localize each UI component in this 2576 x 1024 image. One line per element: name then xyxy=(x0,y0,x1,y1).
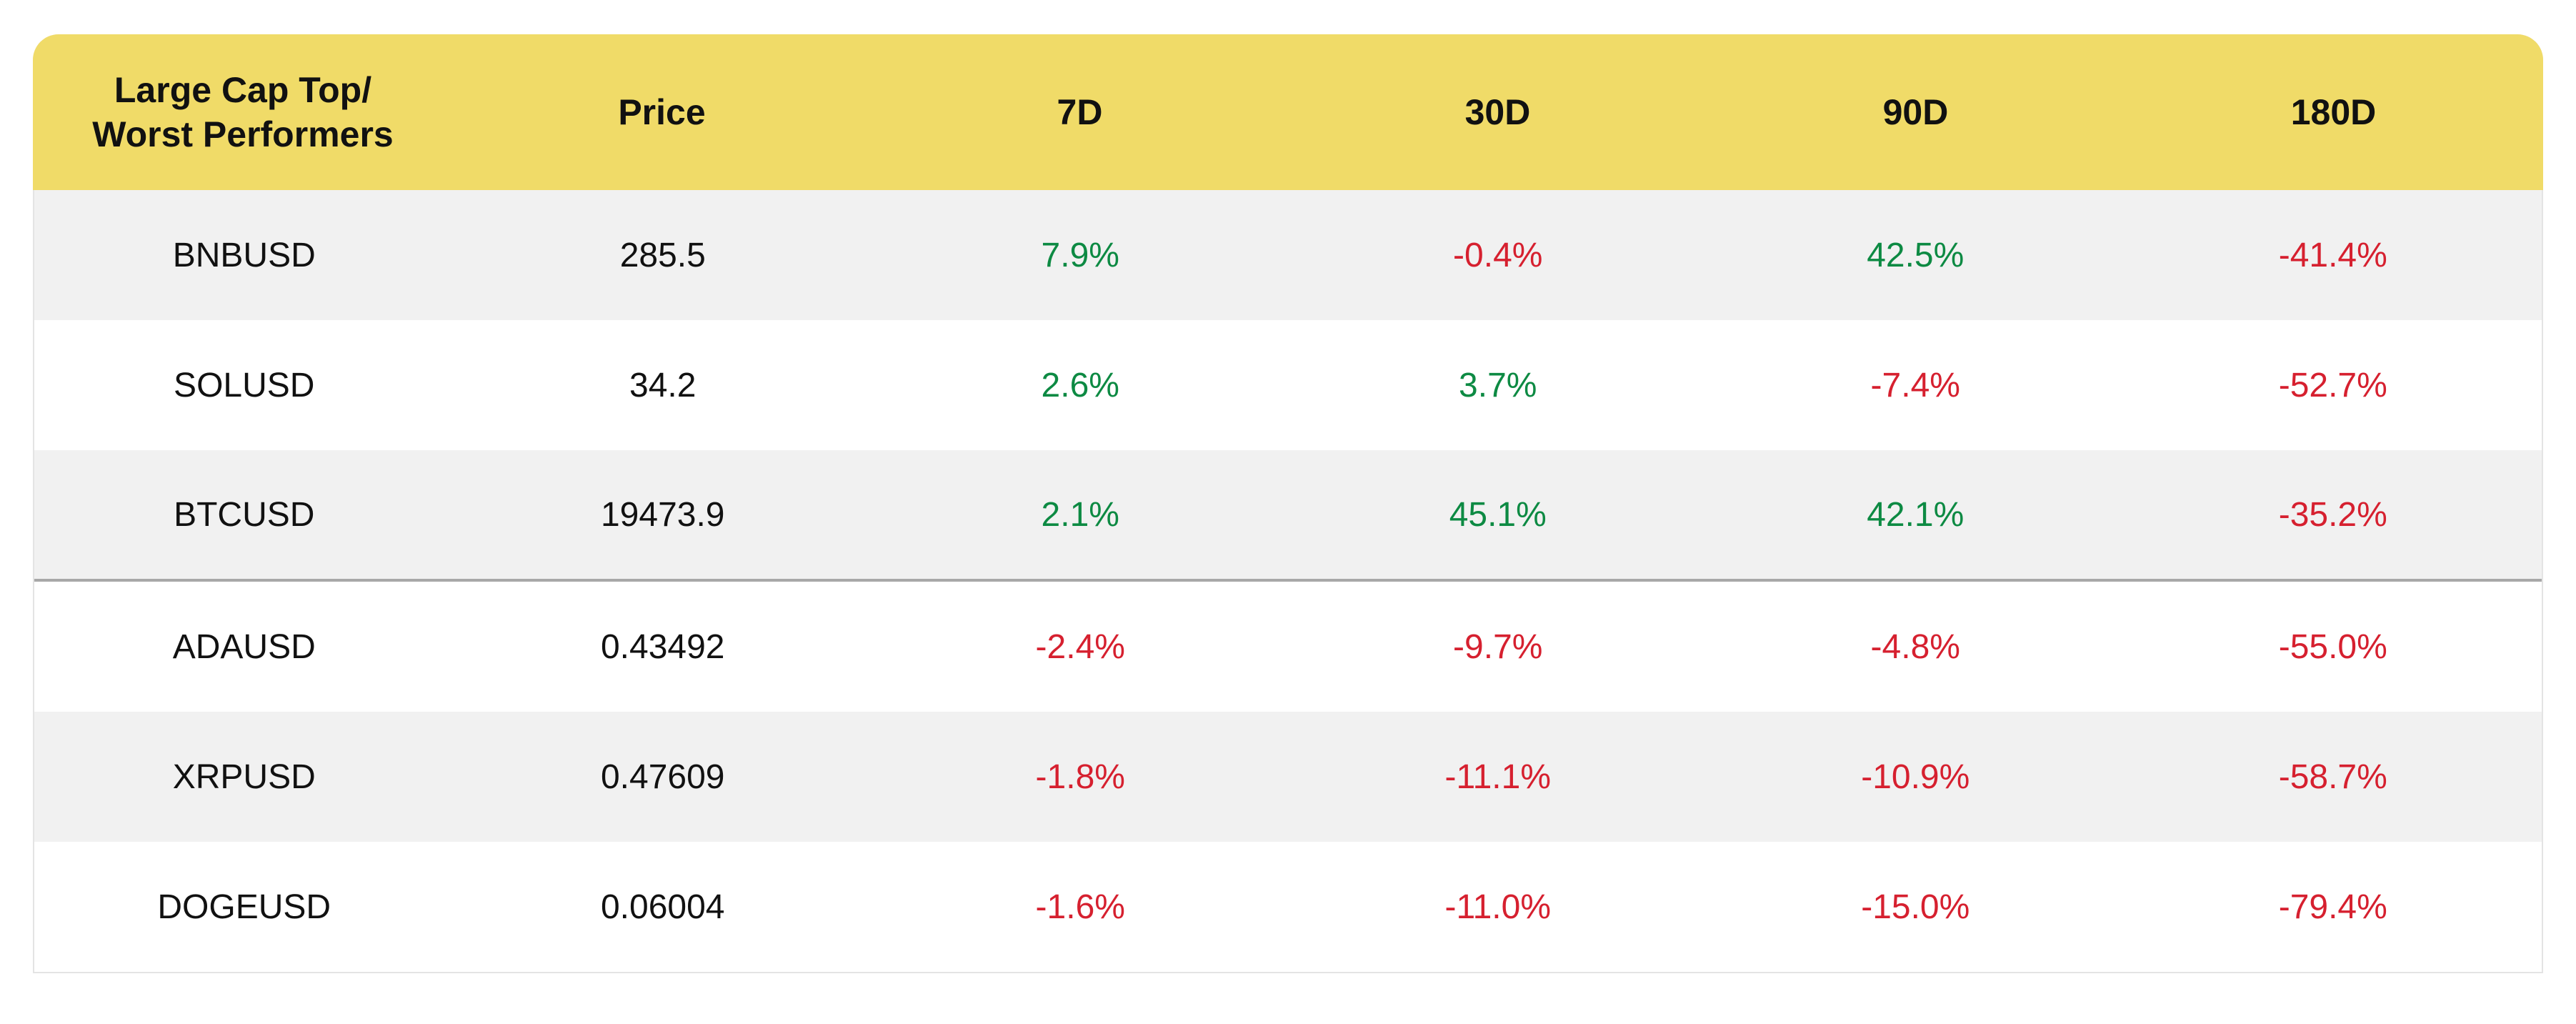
change-7d-cell: -1.8% xyxy=(1035,757,1125,796)
price-cell: 34.2 xyxy=(629,366,697,404)
table-row: SOLUSD 34.2 2.6% 3.7% -7.4% -52.7% xyxy=(34,320,2542,450)
symbol-cell: SOLUSD xyxy=(174,366,315,404)
change-7d-cell: 2.1% xyxy=(1041,495,1119,534)
change-180d-cell: -41.4% xyxy=(2278,236,2387,274)
change-90d-cell: -10.9% xyxy=(1861,757,1970,796)
price-cell: 0.43492 xyxy=(600,627,725,666)
change-180d-cell: -52.7% xyxy=(2278,366,2387,404)
header-cell-90d: 90D xyxy=(1882,92,1949,132)
change-180d-cell: -79.4% xyxy=(2278,888,2387,926)
price-cell: 0.47609 xyxy=(600,757,725,796)
change-7d-cell: -2.4% xyxy=(1035,627,1125,666)
header-cell-30d: 30D xyxy=(1464,92,1531,132)
change-30d-cell: -11.0% xyxy=(1444,888,1552,926)
change-30d-cell: -11.1% xyxy=(1444,757,1552,796)
table-row: ADAUSD 0.43492 -2.4% -9.7% -4.8% -55.0% xyxy=(34,582,2542,712)
header-cell-180d: 180D xyxy=(2290,92,2377,132)
change-90d-cell: 42.5% xyxy=(1867,236,1965,274)
symbol-cell: BTCUSD xyxy=(174,495,315,534)
table-row: XRPUSD 0.47609 -1.8% -11.1% -10.9% -58.7… xyxy=(34,712,2542,842)
change-30d-cell: -9.7% xyxy=(1453,627,1543,666)
change-7d-cell: -1.6% xyxy=(1035,888,1125,926)
performers-table: Large Cap Top/ Worst Performers Price 7D… xyxy=(33,34,2543,973)
change-90d-cell: -7.4% xyxy=(1870,366,1960,404)
table-row: BNBUSD 285.5 7.9% -0.4% 42.5% -41.4% xyxy=(34,190,2542,320)
header-cell-name: Large Cap Top/ Worst Performers xyxy=(33,34,453,190)
price-cell: 0.06004 xyxy=(600,888,725,926)
table-row: DOGEUSD 0.06004 -1.6% -11.0% -15.0% -79.… xyxy=(34,842,2542,972)
header-cell-7d: 7D xyxy=(1057,92,1103,132)
change-30d-cell: 45.1% xyxy=(1449,495,1547,534)
table-row: BTCUSD 19473.9 2.1% 45.1% 42.1% -35.2% xyxy=(34,450,2542,582)
change-90d-cell: -15.0% xyxy=(1861,888,1970,926)
header-line-1: Large Cap Top/ xyxy=(114,70,372,110)
change-90d-cell: 42.1% xyxy=(1867,495,1965,534)
symbol-cell: ADAUSD xyxy=(172,627,316,666)
table-header: Large Cap Top/ Worst Performers Price 7D… xyxy=(33,34,2543,190)
change-180d-cell: -35.2% xyxy=(2278,495,2387,534)
change-90d-cell: -4.8% xyxy=(1870,627,1960,666)
change-180d-cell: -55.0% xyxy=(2278,627,2387,666)
symbol-cell: BNBUSD xyxy=(172,236,316,274)
change-7d-cell: 7.9% xyxy=(1041,236,1119,274)
price-cell: 285.5 xyxy=(619,236,706,274)
header-line-2: Worst Performers xyxy=(92,114,394,154)
price-cell: 19473.9 xyxy=(600,495,725,534)
symbol-cell: DOGEUSD xyxy=(157,888,331,926)
change-30d-cell: 3.7% xyxy=(1459,366,1537,404)
change-30d-cell: -0.4% xyxy=(1453,236,1543,274)
change-180d-cell: -58.7% xyxy=(2278,757,2387,796)
symbol-cell: XRPUSD xyxy=(172,757,316,796)
change-7d-cell: 2.6% xyxy=(1041,366,1119,404)
header-cell-price: Price xyxy=(618,92,706,132)
